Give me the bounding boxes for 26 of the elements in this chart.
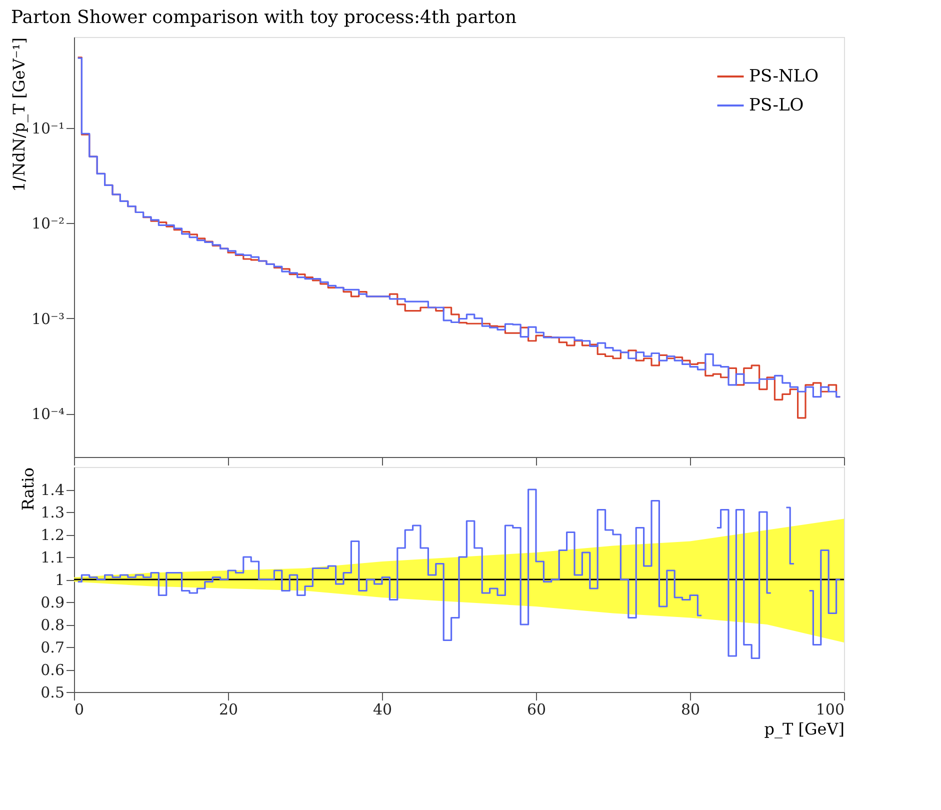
x-tick-label: 100 bbox=[816, 700, 844, 718]
x-tick-label: 0 bbox=[74, 700, 84, 718]
y-tick-label: 1.3 bbox=[40, 504, 64, 522]
chart-title: Parton Shower comparison with toy process:4th parton bbox=[10, 7, 517, 28]
y-tick-label: 0.5 bbox=[40, 684, 64, 702]
x-tick-label: 40 bbox=[372, 700, 392, 718]
y-tick-label: 10⁻¹ bbox=[31, 119, 64, 138]
y-tick-label: 10⁻³ bbox=[31, 310, 64, 328]
y-tick-label: 1.1 bbox=[40, 548, 64, 566]
y-tick-label: 0.9 bbox=[40, 594, 64, 612]
y-axis-title: 1/NdN/p_T [GeV⁻¹] bbox=[9, 38, 28, 192]
y-tick-label: 0.7 bbox=[40, 638, 64, 656]
x-tick-label: 80 bbox=[680, 700, 700, 718]
y-tick-label: 10⁻⁴ bbox=[31, 405, 64, 424]
y-tick-label: 1 bbox=[54, 571, 64, 589]
y-tick-label: 1.4 bbox=[40, 481, 64, 499]
y-tick-label: 0.6 bbox=[40, 661, 64, 679]
y-axis-title: Ratio bbox=[18, 468, 38, 511]
y-tick-label: 10⁻² bbox=[31, 214, 64, 233]
x-tick-label: 60 bbox=[526, 700, 546, 718]
y-tick-label: 0.8 bbox=[40, 616, 64, 634]
y-tick-label: 1.2 bbox=[40, 526, 64, 544]
x-axis-title: p_T [GeV] bbox=[764, 720, 844, 738]
legend-label: PS-NLO bbox=[749, 66, 819, 86]
x-tick-label: 20 bbox=[218, 700, 238, 718]
legend-label: PS-LO bbox=[749, 96, 804, 116]
